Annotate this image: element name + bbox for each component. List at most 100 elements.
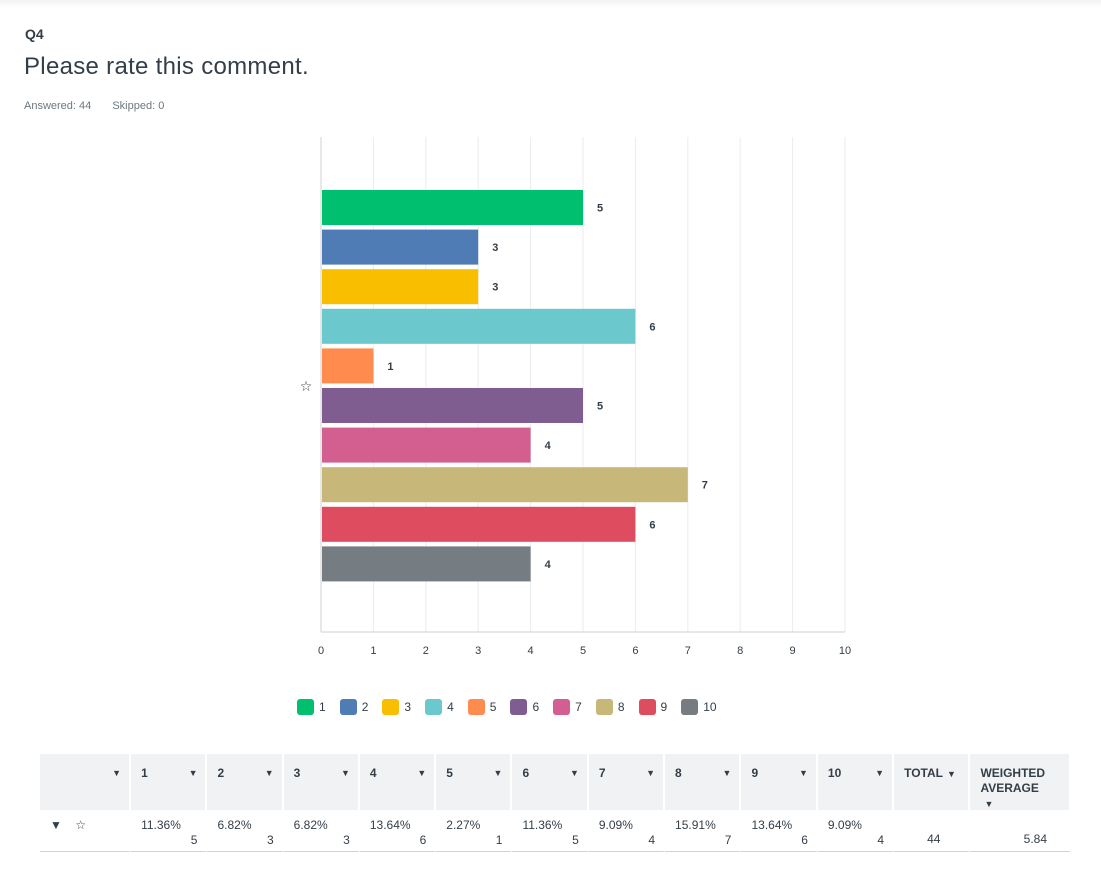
legend-item[interactable]: 4	[425, 699, 454, 715]
legend-label: 7	[575, 700, 582, 714]
legend-swatch	[297, 699, 314, 715]
caret-down-icon[interactable]: ▼	[722, 768, 732, 778]
response-cell: 6.82% 3	[283, 810, 360, 852]
response-cell: 11.36% 5	[131, 810, 208, 852]
data-label: 3	[492, 282, 498, 294]
legend-swatch	[382, 699, 400, 715]
x-tick-label: 10	[839, 645, 851, 657]
response-cell: 9.09% 4	[817, 810, 895, 852]
bar	[322, 467, 688, 503]
x-tick-label: 8	[737, 645, 743, 657]
caret-down-icon[interactable]: ▼	[646, 768, 656, 778]
caret-down-icon[interactable]: ▼	[340, 768, 350, 778]
column-header[interactable]: WEIGHTED AVERAGE ▼	[970, 754, 1071, 810]
response-cell: 13.64% 6	[359, 810, 437, 852]
caret-down-icon[interactable]: ▼	[946, 769, 956, 779]
legend-label: 8	[617, 700, 625, 714]
bar	[322, 348, 374, 384]
legend-item[interactable]: 7	[553, 699, 582, 715]
caret-down-icon[interactable]: ▼	[188, 768, 198, 778]
caret-down-icon[interactable]: ▼	[569, 768, 579, 778]
response-cell: 11.36% 5	[512, 810, 589, 852]
x-tick-label: 2	[423, 645, 429, 657]
category-star-icon: ☆	[300, 379, 313, 395]
legend-item[interactable]: 2	[339, 699, 369, 715]
legend-label: 4	[447, 700, 454, 714]
x-tick-label: 4	[528, 645, 534, 657]
bar	[322, 229, 479, 265]
response-percent: 9.09%	[598, 818, 633, 832]
column-header-label: WEIGHTED AVERAGE	[980, 766, 1046, 795]
bar	[322, 190, 583, 225]
column-header[interactable]: 3 ▼	[283, 754, 360, 810]
legend-swatch	[553, 699, 571, 715]
column-header[interactable]: 7 ▼	[588, 754, 666, 810]
response-count: 5	[572, 833, 579, 847]
response-count: 4	[648, 833, 656, 847]
column-header[interactable]: 2 ▼	[207, 754, 284, 810]
table-header-row: ▼ 1 ▼ 2 ▼ 3 ▼ 4 ▼ 5 ▼ 6 ▼ 7 ▼ 8 ▼ 9 ▼ 10 ▼ TOTAL ▼ WEIGHTED AV…	[40, 754, 1071, 810]
legend-label: 2	[361, 700, 369, 714]
legend-item[interactable]: 10	[681, 699, 717, 715]
weighted-average-cell: 5.84	[970, 810, 1071, 852]
legend-item[interactable]: 5	[467, 699, 496, 715]
column-header-label: 1	[141, 766, 148, 780]
data-label: 6	[649, 321, 655, 333]
legend-item[interactable]: 1	[297, 699, 326, 715]
column-header[interactable]: 9 ▼	[741, 754, 818, 810]
legend-item[interactable]: 6	[510, 699, 539, 715]
caret-down-icon[interactable]: ▼	[264, 768, 274, 778]
response-percent: 15.91%	[675, 818, 716, 832]
response-count: 3	[266, 833, 274, 847]
data-label: 6	[649, 519, 655, 531]
column-header[interactable]: 6 ▼	[512, 754, 589, 810]
star-outline-icon[interactable]: ☆	[75, 818, 86, 832]
column-header[interactable]: 8 ▼	[665, 754, 742, 810]
data-label: 7	[702, 480, 708, 492]
data-label: 5	[597, 203, 603, 215]
caret-down-icon[interactable]: ▼	[875, 768, 885, 778]
x-tick-label: 3	[475, 645, 481, 657]
response-percent: 6.82%	[217, 818, 252, 832]
caret-down-icon[interactable]: ▼	[984, 799, 994, 809]
bar	[322, 308, 636, 344]
response-stats: Answered: 44 Skipped: 0	[24, 100, 182, 112]
response-cell: 15.91% 7	[665, 810, 742, 852]
legend-item[interactable]: 3	[382, 699, 411, 715]
legend-item[interactable]: 8	[595, 699, 625, 715]
response-percent: 11.36%	[522, 818, 563, 832]
caret-down-icon[interactable]: ▼	[112, 768, 122, 778]
response-percent: 13.64%	[369, 818, 411, 832]
x-tick-label: 9	[790, 645, 796, 657]
column-header[interactable]: 5 ▼	[436, 754, 513, 810]
data-label: 3	[492, 242, 498, 254]
caret-down-icon[interactable]: ▼	[417, 768, 427, 778]
column-header[interactable]: 10 ▼	[817, 754, 895, 810]
results-table: ▼ 1 ▼ 2 ▼ 3 ▼ 4 ▼ 5 ▼ 6 ▼ 7 ▼ 8 ▼ 9 ▼ 10 ▼ TOTAL ▼ WEIGHTED AV…	[40, 754, 1071, 852]
legend-label: 9	[660, 700, 668, 714]
skipped-count: Skipped: 0	[112, 100, 165, 112]
bar	[322, 269, 479, 305]
response-count: 3	[343, 833, 350, 847]
column-header[interactable]: 1 ▼	[131, 754, 208, 810]
response-cell: 13.64% 6	[741, 810, 818, 852]
response-count: 7	[724, 833, 732, 847]
legend-swatch	[681, 699, 699, 715]
caret-down-icon[interactable]: ▼	[493, 768, 503, 778]
column-header-label: TOTAL	[904, 766, 943, 780]
row-label-header[interactable]: ▼	[40, 754, 132, 810]
column-header-label: 7	[598, 766, 606, 780]
column-header[interactable]: 4 ▼	[359, 754, 437, 810]
legend-swatch	[467, 699, 485, 715]
x-tick-label: 7	[685, 645, 691, 657]
legend-label: 3	[404, 700, 412, 714]
caret-down-icon[interactable]: ▼	[50, 818, 62, 832]
legend-item[interactable]: 9	[638, 699, 668, 715]
x-tick-label: 0	[318, 645, 324, 657]
response-cell: 2.27% 1	[436, 810, 513, 852]
legend-swatch	[510, 699, 528, 715]
caret-down-icon[interactable]: ▼	[798, 768, 808, 778]
legend-swatch	[595, 699, 613, 715]
column-header[interactable]: TOTAL ▼	[894, 754, 971, 810]
response-percent: 2.27%	[446, 818, 481, 832]
